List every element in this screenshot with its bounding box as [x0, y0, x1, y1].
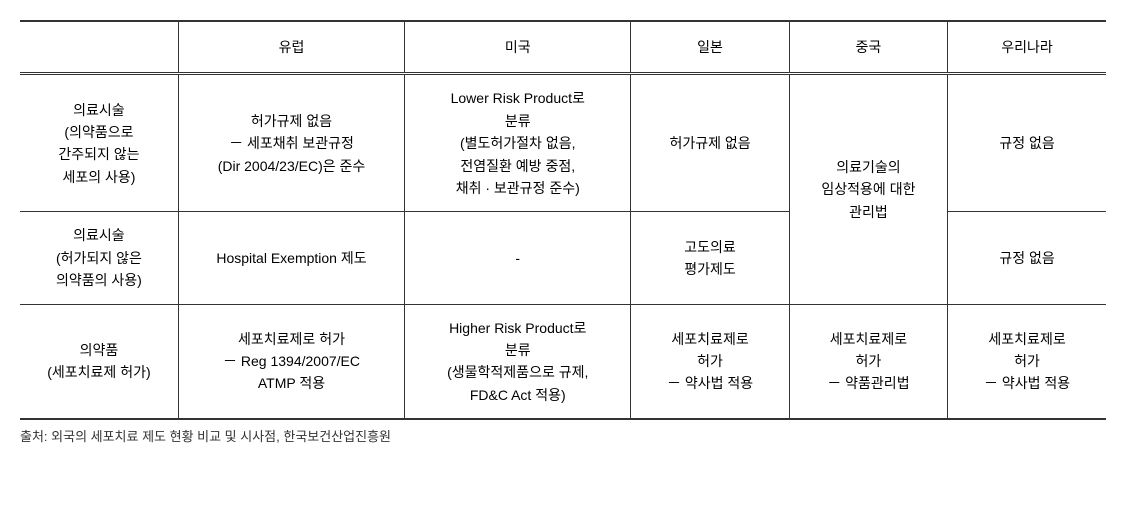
cell-usa: Lower Risk Product로 분류 (별도허가절차 없음, 전염질환 … [405, 74, 631, 212]
cell-europe: 세포치료제로 허가 － Reg 1394/2007/EC ATMP 적용 [178, 304, 404, 419]
cell-japan: 허가규제 없음 [631, 74, 789, 212]
cell-korea: 규정 없음 [948, 212, 1106, 304]
col-header-usa: 미국 [405, 21, 631, 74]
row-header: 의약품 (세포치료제 허가) [20, 304, 178, 419]
cell-korea: 세포치료제로 허가 － 약사법 적용 [948, 304, 1106, 419]
col-header-japan: 일본 [631, 21, 789, 74]
cell-usa: Higher Risk Product로 분류 (생물학적제품으로 규제, FD… [405, 304, 631, 419]
cell-europe: 허가규제 없음 － 세포채취 보관규정 (Dir 2004/23/EC)은 준수 [178, 74, 404, 212]
row-header: 의료시술 (허가되지 않은 의약품의 사용) [20, 212, 178, 304]
cell-usa: - [405, 212, 631, 304]
cell-korea: 규정 없음 [948, 74, 1106, 212]
table-row: 의료시술 (의약품으로 간주되지 않는 세포의 사용) 허가규제 없음 － 세포… [20, 74, 1106, 212]
col-header-empty [20, 21, 178, 74]
source-citation: 출처: 외국의 세포치료 제도 현황 비교 및 시사점, 한국보건산업진흥원 [20, 426, 1106, 445]
col-header-europe: 유럽 [178, 21, 404, 74]
cell-china: 의료기술의 임상적용에 대한 관리법 [789, 74, 947, 304]
cell-japan: 고도의료 평가제도 [631, 212, 789, 304]
col-header-china: 중국 [789, 21, 947, 74]
comparison-table: 유럽 미국 일본 중국 우리나라 의료시술 (의약품으로 간주되지 않는 세포의… [20, 20, 1106, 420]
cell-europe: Hospital Exemption 제도 [178, 212, 404, 304]
cell-china: 세포치료제로 허가 － 약품관리법 [789, 304, 947, 419]
col-header-korea: 우리나라 [948, 21, 1106, 74]
table-header-row: 유럽 미국 일본 중국 우리나라 [20, 21, 1106, 74]
table-row: 의약품 (세포치료제 허가) 세포치료제로 허가 － Reg 1394/2007… [20, 304, 1106, 419]
row-header: 의료시술 (의약품으로 간주되지 않는 세포의 사용) [20, 74, 178, 212]
cell-japan: 세포치료제로 허가 － 약사법 적용 [631, 304, 789, 419]
